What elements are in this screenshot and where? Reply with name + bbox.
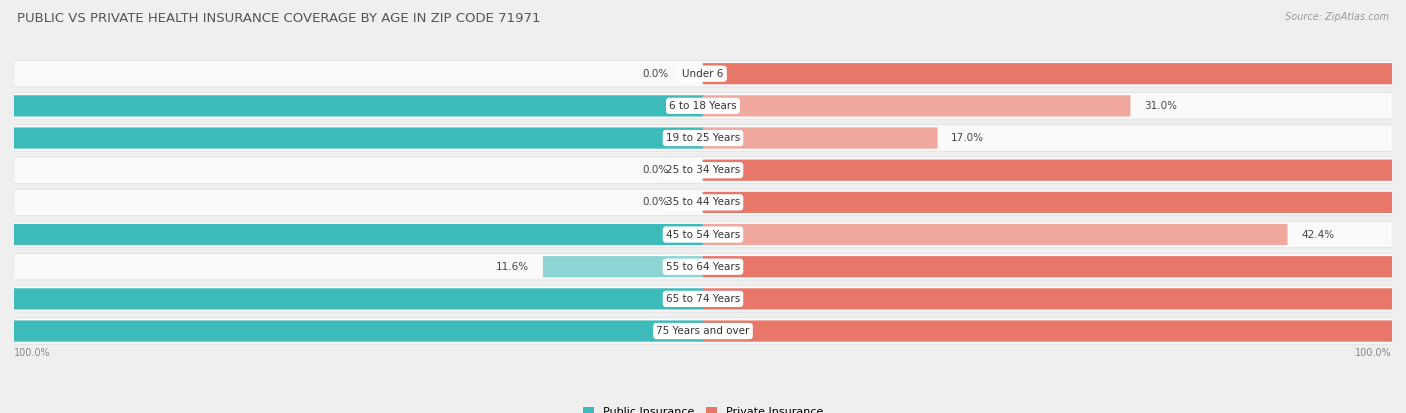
Text: 0.0%: 0.0%	[643, 69, 669, 79]
FancyBboxPatch shape	[0, 95, 703, 116]
FancyBboxPatch shape	[0, 320, 703, 342]
FancyBboxPatch shape	[14, 60, 1392, 87]
Text: 0.0%: 0.0%	[643, 197, 669, 207]
FancyBboxPatch shape	[703, 95, 1130, 116]
FancyBboxPatch shape	[0, 128, 703, 149]
FancyBboxPatch shape	[703, 224, 1288, 245]
Text: 100.0%: 100.0%	[14, 348, 51, 358]
Text: 17.0%: 17.0%	[950, 133, 984, 143]
Text: 0.0%: 0.0%	[643, 165, 669, 175]
FancyBboxPatch shape	[14, 189, 1392, 216]
Text: 31.0%: 31.0%	[1144, 101, 1177, 111]
Text: 100.0%: 100.0%	[1355, 348, 1392, 358]
FancyBboxPatch shape	[14, 254, 1392, 280]
Text: 19 to 25 Years: 19 to 25 Years	[666, 133, 740, 143]
Text: Source: ZipAtlas.com: Source: ZipAtlas.com	[1285, 12, 1389, 22]
Text: 11.6%: 11.6%	[496, 262, 530, 272]
FancyBboxPatch shape	[703, 288, 1406, 309]
Text: Under 6: Under 6	[682, 69, 724, 79]
Text: 45 to 54 Years: 45 to 54 Years	[666, 230, 740, 240]
Legend: Public Insurance, Private Insurance: Public Insurance, Private Insurance	[583, 407, 823, 413]
Text: 55 to 64 Years: 55 to 64 Years	[666, 262, 740, 272]
Text: PUBLIC VS PRIVATE HEALTH INSURANCE COVERAGE BY AGE IN ZIP CODE 71971: PUBLIC VS PRIVATE HEALTH INSURANCE COVER…	[17, 12, 540, 25]
FancyBboxPatch shape	[14, 286, 1392, 312]
FancyBboxPatch shape	[703, 256, 1406, 277]
FancyBboxPatch shape	[703, 159, 1406, 181]
FancyBboxPatch shape	[703, 192, 1406, 213]
FancyBboxPatch shape	[0, 224, 703, 245]
FancyBboxPatch shape	[14, 157, 1392, 183]
Text: 25 to 34 Years: 25 to 34 Years	[666, 165, 740, 175]
FancyBboxPatch shape	[14, 318, 1392, 344]
Text: 6 to 18 Years: 6 to 18 Years	[669, 101, 737, 111]
FancyBboxPatch shape	[703, 63, 1406, 84]
FancyBboxPatch shape	[0, 288, 703, 309]
Text: 35 to 44 Years: 35 to 44 Years	[666, 197, 740, 207]
Text: 75 Years and over: 75 Years and over	[657, 326, 749, 336]
FancyBboxPatch shape	[543, 256, 703, 277]
FancyBboxPatch shape	[14, 93, 1392, 119]
FancyBboxPatch shape	[14, 125, 1392, 151]
Text: 42.4%: 42.4%	[1301, 230, 1334, 240]
FancyBboxPatch shape	[703, 128, 938, 149]
Text: 65 to 74 Years: 65 to 74 Years	[666, 294, 740, 304]
FancyBboxPatch shape	[703, 320, 1406, 342]
FancyBboxPatch shape	[14, 221, 1392, 248]
